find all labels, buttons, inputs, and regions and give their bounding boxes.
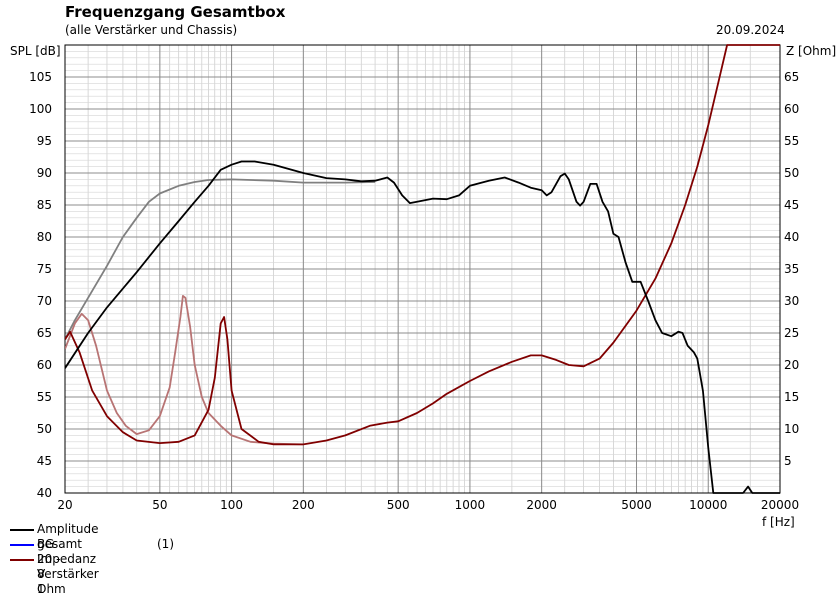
series-impedanz-verstaerker-1 — [65, 44, 780, 446]
series-amplitude-grey — [65, 178, 376, 340]
chart-subtitle: (alle Verstärker und Chassis) — [65, 23, 238, 37]
y-axis-left-label: SPL [dB] — [10, 44, 61, 58]
y-right-tick-label: 10 — [784, 422, 799, 436]
y-left-tick-label: 60 — [37, 358, 52, 372]
y-left-tick-label: 85 — [37, 198, 52, 212]
y-left-tick-label: 105 — [29, 70, 52, 84]
y-left-tick-label: 55 — [37, 390, 52, 404]
chart-title: Frequenzgang Gesamtbox — [65, 3, 286, 21]
x-tick-label: 20000 — [761, 498, 799, 512]
y-left-tick-label: 40 — [37, 486, 52, 500]
y-right-tick-label: 45 — [784, 198, 799, 212]
legend-swatch-impedance — [10, 559, 34, 561]
y-left-tick-label: 65 — [37, 326, 52, 340]
x-tick-label: 1000 — [455, 498, 486, 512]
plot-frame — [64, 44, 781, 494]
y-right-tick-label: 5 — [784, 454, 792, 468]
y-right-tick-label: 40 — [784, 230, 799, 244]
y-right-tick-label: 25 — [784, 326, 799, 340]
legend-label-impedance: Impedanz Verstärker 1 — [37, 552, 99, 596]
x-axis-label: f [Hz] — [762, 515, 795, 529]
y-axis-right-label: Z [Ohm] — [786, 44, 837, 58]
y-left-tick-label: 95 — [37, 134, 52, 148]
chart-date: 20.09.2024 — [716, 23, 785, 37]
x-tick-label: 2000 — [526, 498, 557, 512]
y-right-tick-label: 50 — [784, 166, 799, 180]
y-left-tick-label: 45 — [37, 454, 52, 468]
x-tick-label: 100 — [220, 498, 243, 512]
legend-label-amplitude: Amplitude gesamt — [37, 522, 99, 551]
y-left-tick-label: 90 — [37, 166, 52, 180]
x-tick-label: 500 — [387, 498, 410, 512]
y-left-tick-label: 70 — [37, 294, 52, 308]
y-right-tick-label: 20 — [784, 358, 799, 372]
y-right-tick-label: 30 — [784, 294, 799, 308]
legend-swatch-amplitude — [10, 529, 34, 531]
series-impedanz-light — [65, 295, 304, 446]
y-left-tick-label: 75 — [37, 262, 52, 276]
frequency-response-chart: 20 50 100 200 500 1000 2000 5000 10000 20000 40 45 5… — [29, 44, 799, 512]
legend-note-bg20: (1) — [157, 537, 174, 551]
y-left-tick-label: 100 — [29, 102, 52, 116]
x-tick-label: 20 — [57, 498, 72, 512]
y-left-tick-label: 50 — [37, 422, 52, 436]
series-amplitude-gesamt — [65, 160, 780, 494]
y-right-tick-label: 60 — [784, 102, 799, 116]
x-tick-label: 50 — [152, 498, 167, 512]
y-right-tick-label: 65 — [784, 70, 799, 84]
x-tick-label: 10000 — [689, 498, 727, 512]
y-right-tick-label: 35 — [784, 262, 799, 276]
x-tick-label: 5000 — [621, 498, 652, 512]
y-left-tick-label: 80 — [37, 230, 52, 244]
y-right-tick-label: 55 — [784, 134, 799, 148]
x-tick-label: 200 — [292, 498, 315, 512]
y-right-tick-label: 15 — [784, 390, 799, 404]
legend-swatch-bg20 — [10, 544, 34, 546]
